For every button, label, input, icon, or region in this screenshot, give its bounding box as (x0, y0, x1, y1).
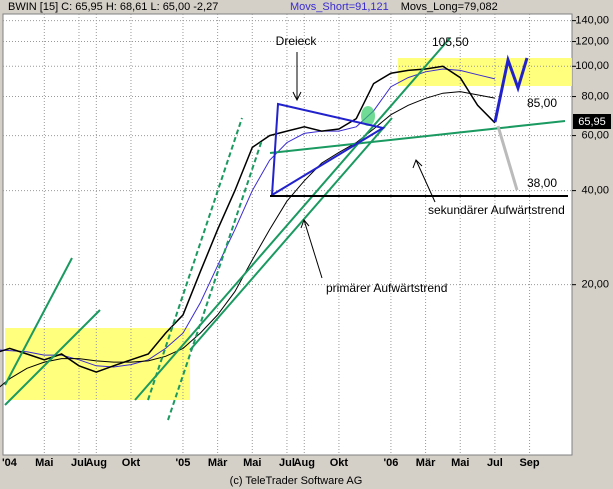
x-tick-label: Mai (243, 457, 261, 469)
x-tick-label: Jul (71, 457, 87, 469)
annotation: sekundärer Aufwärtstrend (428, 203, 565, 217)
x-tick-label: Jul (487, 457, 503, 469)
annotation: 105,50 (432, 35, 469, 49)
projection (496, 125, 519, 191)
annotation: Dreieck (276, 34, 318, 48)
arrow (300, 219, 310, 229)
y-tick-label: 120,00 (575, 35, 609, 47)
annotation: 85,00 (527, 96, 557, 110)
trend-line (134, 37, 451, 401)
x-tick-label: Okt (330, 457, 349, 469)
arrow (303, 219, 323, 279)
x-tick-label: Jul (279, 457, 295, 469)
trend-line (189, 117, 393, 351)
grid: 20,00 40,00 60,00 80,00 100,00 120,00 140,00 '0… (2, 14, 609, 469)
moving-average (0, 91, 495, 388)
trend-line (269, 120, 566, 154)
price-tag (573, 114, 611, 129)
x-tick-label: '04 (2, 457, 18, 469)
price-line (0, 65, 496, 373)
y-tick-label: 100,00 (575, 60, 609, 72)
x-tick-label: Mär (416, 457, 436, 469)
zone (5, 328, 190, 400)
y-tick-label: 60,00 (581, 129, 609, 141)
x-tick-label: Mai (451, 457, 469, 469)
moving-average (0, 68, 496, 368)
x-tick-label: Sep (519, 457, 539, 469)
legend-entry: Movs_Short=91,121 (290, 1, 389, 13)
x-tick-label: Aug (294, 457, 315, 469)
annotation: 38,00 (527, 176, 557, 190)
trend-line (4, 309, 101, 406)
arrow (292, 91, 302, 102)
arrow (415, 159, 436, 203)
x-tick-label: '05 (176, 457, 191, 469)
y-tick-label: 140,00 (575, 15, 609, 27)
x-tick-label: Aug (86, 457, 107, 469)
legend-entry: Movs_Long=79,082 (401, 1, 498, 13)
projection (493, 54, 529, 123)
legend: Movs_Short=91,121 Movs_Long=79,082 (290, 1, 498, 13)
x-tick-label: Okt (122, 457, 141, 469)
chart-title: BWIN [15] C: 65,95 H: 68,61 L: 65,00 -2,… (8, 1, 218, 13)
trend-lines (4, 37, 566, 421)
trend-line (147, 117, 243, 401)
trend-line (167, 139, 263, 421)
x-tick-label: Mai (35, 457, 53, 469)
x-tick-label: '06 (383, 457, 398, 469)
price-tag-label: 65,95 (578, 116, 606, 128)
y-tick-label: 40,00 (581, 185, 609, 197)
marker (361, 106, 375, 126)
y-tick-label: 20,00 (581, 279, 609, 291)
arrows (292, 52, 436, 279)
annotation: primärer Aufwärtstrend (326, 281, 447, 295)
trend-line (4, 257, 73, 386)
series (0, 65, 496, 388)
y-tick-label: 80,00 (581, 90, 609, 102)
x-tick-label: Mär (208, 457, 228, 469)
arrow (412, 159, 423, 169)
triangle (270, 102, 386, 197)
footer: (c) TeleTrader Software AG (230, 475, 363, 487)
